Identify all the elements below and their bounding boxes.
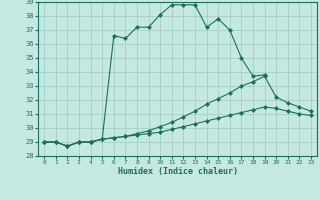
X-axis label: Humidex (Indice chaleur): Humidex (Indice chaleur) (118, 167, 238, 176)
